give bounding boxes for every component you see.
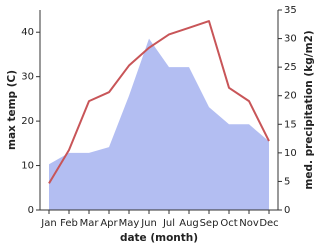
y2-axis-title: med. precipitation (kg/m2) (303, 30, 315, 189)
x-tick-label: Aug (179, 218, 199, 229)
y2-tick-label: 0 (284, 205, 290, 216)
y2-tick-label: 25 (284, 62, 297, 73)
x-tick-label: Jun (140, 218, 157, 229)
x-axis-title: date (month) (120, 232, 198, 244)
x-tick-label: May (119, 218, 140, 229)
y2-tick-label: 10 (284, 148, 297, 159)
y-tick-label: 30 (21, 72, 34, 83)
y2-tick-label: 5 (284, 176, 290, 187)
x-tick-label: Jul (162, 218, 175, 229)
y-tick-label: 20 (21, 116, 34, 127)
y-tick-label: 0 (28, 205, 34, 216)
y-tick-label: 40 (21, 27, 34, 38)
precip-area (49, 38, 269, 211)
x-tick-label: Feb (60, 218, 78, 229)
y2-tick-label: 35 (284, 5, 297, 16)
x-tick-label: Oct (220, 218, 237, 229)
x-tick-label: Apr (100, 218, 118, 229)
y2-tick-label: 20 (284, 91, 297, 102)
x-tick-label: Nov (239, 218, 259, 229)
temp-line (48, 20, 270, 184)
x-tick-label: Mar (80, 218, 100, 229)
y-axis-title: max temp (C) (6, 70, 18, 150)
x-tick-label: Dec (259, 218, 278, 229)
x-tick-label: Sep (200, 218, 219, 229)
y2-tick-label: 15 (284, 119, 297, 130)
y-tick-label: 10 (21, 161, 34, 172)
y2-tick-label: 30 (284, 34, 297, 45)
x-tick-label: Jan (40, 218, 56, 229)
